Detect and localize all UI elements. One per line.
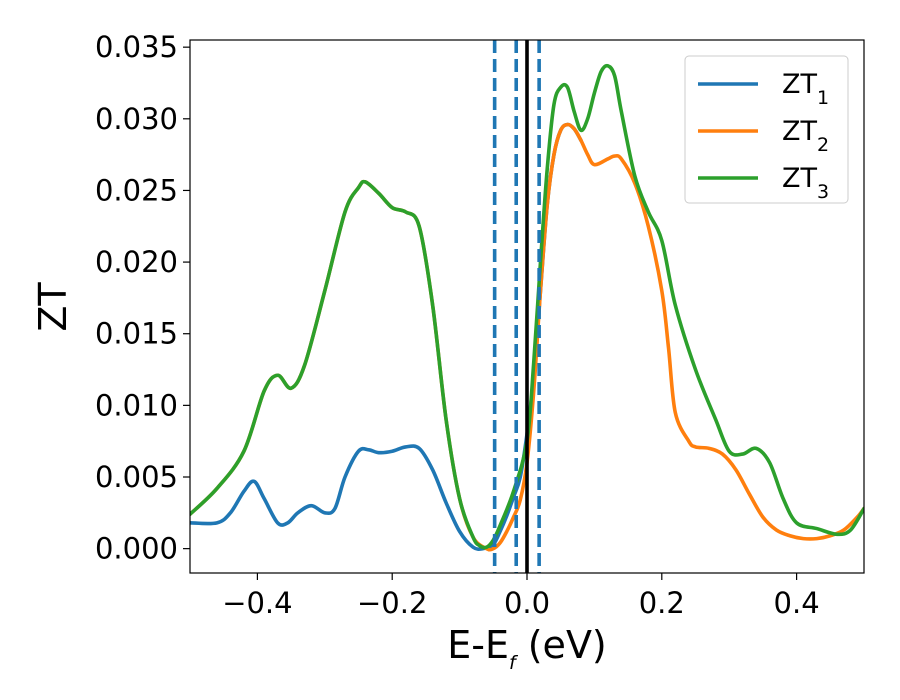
y-tick-label: 0.010 <box>95 388 178 422</box>
x-axis-ticks: −0.4 −0.2 0.0 0.2 0.4 <box>222 573 820 620</box>
series-line-zt3 <box>190 63 864 550</box>
legend-box <box>684 55 849 204</box>
x-tick-label: 0.4 <box>774 586 820 620</box>
y-tick-label: 0.035 <box>95 30 178 64</box>
x-tick-label: 0.0 <box>504 586 550 620</box>
vertical-lines-layer <box>492 40 541 573</box>
legend: ZT1 ZT2 ZT3 <box>684 55 849 204</box>
x-tick-label: 0.2 <box>639 586 685 620</box>
y-axis-ticks: 0.000 0.005 0.010 0.015 0.020 0.025 0.030 0.035 <box>95 30 190 566</box>
x-tick-label: −0.2 <box>357 586 427 620</box>
y-tick-label: 0.000 <box>95 532 178 566</box>
y-tick-label: 0.030 <box>95 102 178 136</box>
x-axis-label: E-Ef (eV) <box>447 623 607 674</box>
y-tick-label: 0.025 <box>95 173 178 207</box>
y-tick-label: 0.005 <box>95 460 178 494</box>
y-tick-label: 0.020 <box>95 245 178 279</box>
y-tick-label: 0.015 <box>95 317 178 351</box>
legend-label-zt2: ZT2 <box>782 116 829 156</box>
legend-label-zt1: ZT1 <box>782 69 829 109</box>
y-axis-label: ZT <box>31 282 75 332</box>
legend-label-zt3: ZT3 <box>782 163 829 203</box>
x-tick-label: −0.4 <box>222 586 292 620</box>
